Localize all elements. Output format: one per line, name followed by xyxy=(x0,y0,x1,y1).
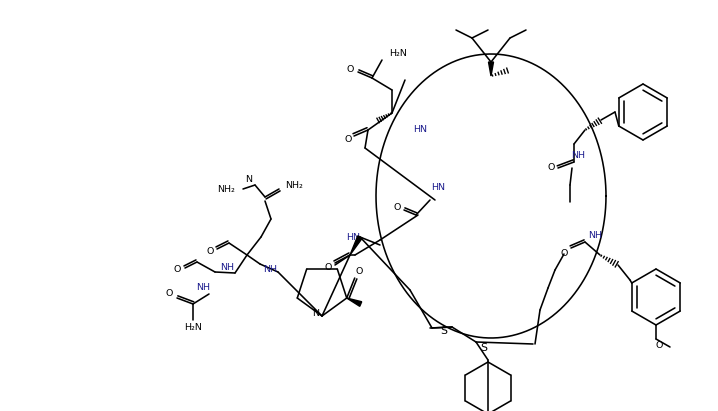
Text: O: O xyxy=(173,266,181,275)
Text: HN: HN xyxy=(346,233,360,242)
Text: NH: NH xyxy=(571,150,585,159)
Text: HN: HN xyxy=(413,125,427,134)
Text: NH₂: NH₂ xyxy=(285,180,303,189)
Text: NH: NH xyxy=(220,263,234,272)
Polygon shape xyxy=(350,236,362,255)
Text: O: O xyxy=(345,134,352,143)
Text: O: O xyxy=(325,263,332,272)
Text: O: O xyxy=(165,289,173,298)
Text: N: N xyxy=(246,175,253,183)
Text: O: O xyxy=(393,203,401,212)
Text: O: O xyxy=(560,249,568,259)
Text: H₂N: H₂N xyxy=(389,49,407,58)
Text: H₂N: H₂N xyxy=(184,323,202,332)
Polygon shape xyxy=(347,298,362,306)
Text: O: O xyxy=(206,247,214,256)
Text: NH: NH xyxy=(196,284,210,293)
Text: NH₂: NH₂ xyxy=(217,185,235,194)
Text: O: O xyxy=(547,164,555,173)
Text: NH: NH xyxy=(263,266,277,275)
Polygon shape xyxy=(488,62,493,76)
Text: NH: NH xyxy=(588,231,602,240)
Text: HN: HN xyxy=(431,183,445,192)
Text: S: S xyxy=(480,343,488,353)
Text: O: O xyxy=(346,65,354,74)
Text: N: N xyxy=(312,309,320,318)
Text: O: O xyxy=(355,267,363,275)
Text: O: O xyxy=(656,342,663,351)
Text: S: S xyxy=(441,326,447,336)
